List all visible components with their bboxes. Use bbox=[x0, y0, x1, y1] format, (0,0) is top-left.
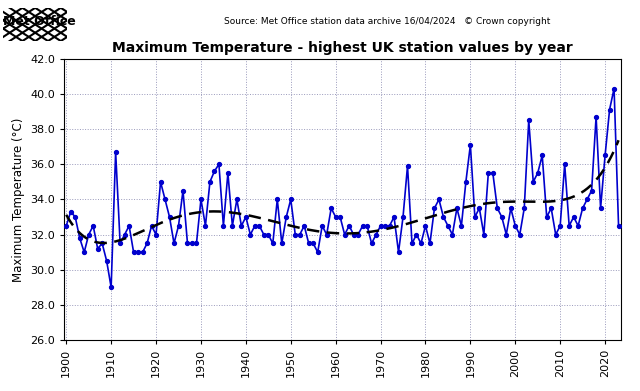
Y-axis label: Maximum Temperature (°C): Maximum Temperature (°C) bbox=[12, 117, 24, 282]
Text: Met Office: Met Office bbox=[3, 14, 76, 28]
Station bbox=[108, 285, 115, 290]
Station trend bbox=[516, 199, 524, 204]
Station bbox=[67, 210, 75, 214]
Station bbox=[309, 241, 317, 246]
Station trend bbox=[614, 138, 622, 143]
Station bbox=[386, 224, 394, 228]
Station trend bbox=[362, 230, 370, 235]
Station bbox=[170, 241, 178, 246]
Station bbox=[228, 224, 236, 228]
Station trend bbox=[63, 212, 70, 217]
Station bbox=[610, 86, 618, 91]
Station bbox=[99, 241, 106, 246]
Line: Station trend: Station trend bbox=[67, 140, 618, 243]
Station trend bbox=[100, 240, 108, 245]
Text: Source: Met Office station data archive 16/04/2024   © Crown copyright: Source: Met Office station data archive … bbox=[224, 16, 550, 26]
Station bbox=[614, 224, 622, 228]
Station trend bbox=[326, 230, 333, 235]
Station trend bbox=[602, 163, 610, 168]
Station bbox=[63, 224, 70, 228]
Title: Maximum Temperature - highest UK station values by year: Maximum Temperature - highest UK station… bbox=[112, 41, 573, 55]
Line: Station: Station bbox=[64, 87, 621, 289]
Station trend bbox=[392, 224, 400, 229]
Station trend bbox=[329, 231, 337, 235]
